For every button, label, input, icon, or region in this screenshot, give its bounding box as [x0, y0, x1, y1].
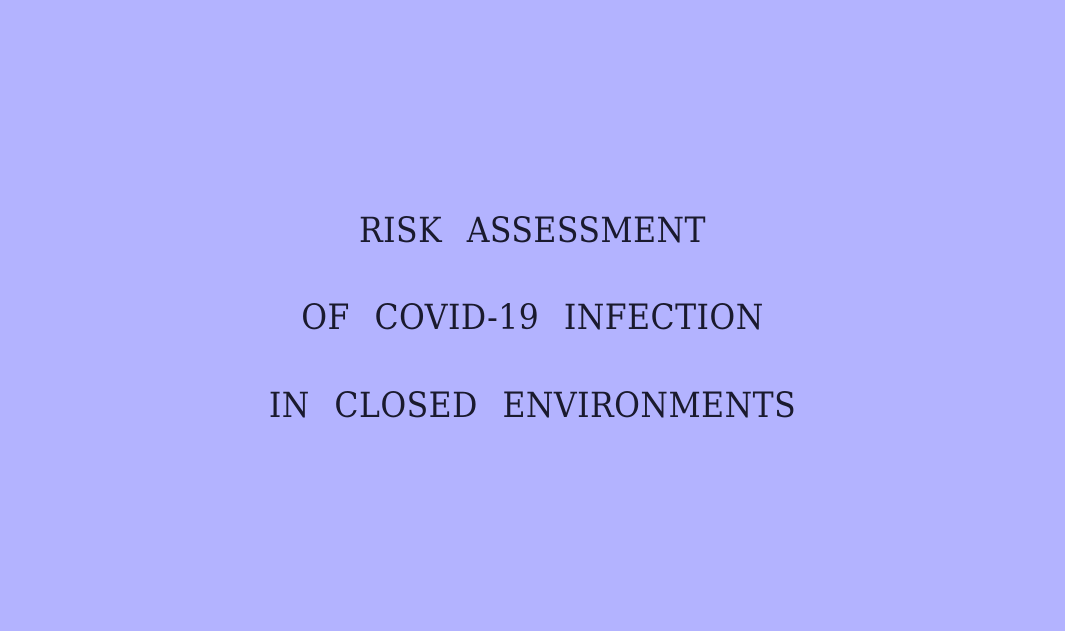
title-line-2: OF COVID-19 INFECTION	[301, 298, 764, 338]
title-line-3: IN CLOSED ENVIRONMENTS	[268, 386, 797, 426]
title-line-1: RISK ASSESSMENT	[358, 211, 706, 251]
